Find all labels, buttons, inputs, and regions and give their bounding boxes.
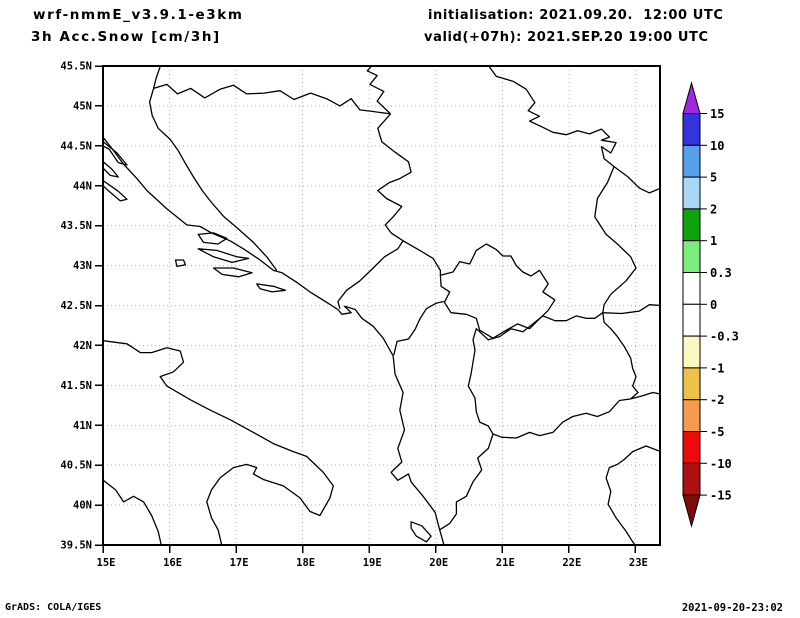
lon-tick-label: 19E — [363, 557, 382, 569]
lat-tick-label: 44.5N — [60, 140, 92, 152]
lat-tick-label: 42.5N — [60, 300, 92, 312]
outline-serbia-bulgaria-border — [594, 166, 660, 315]
colorbar-label: 15 — [710, 107, 724, 121]
lat-tick-label: 40N — [73, 500, 92, 512]
outline-kosovo-border — [439, 243, 556, 339]
outline-croatia-serbia-border — [366, 66, 391, 115]
colorbar-segment — [682, 335, 701, 369]
lat-tick-label: 43.5N — [60, 220, 92, 232]
lat-tick-label: 42N — [73, 340, 92, 352]
outline-greece-thermaic-coast — [605, 445, 660, 545]
colorbar-label: -2 — [710, 393, 724, 407]
colorbar-segment — [682, 367, 701, 401]
lat-tick-label: 41.5N — [60, 380, 92, 392]
lat-tick-label: 43N — [73, 260, 92, 272]
outline-north-macedonia-border — [467, 312, 639, 439]
outline-italy-adriatic-ionian-coast — [103, 340, 334, 545]
colorbar-segment — [682, 272, 701, 305]
colorbar-label: 0.3 — [710, 266, 732, 280]
colorbar-label: -5 — [710, 425, 724, 439]
outline-italy-tyrrhenian-coast — [103, 479, 162, 545]
lat-tick-label: 45.5N — [60, 61, 92, 73]
outline-island-hvar — [197, 248, 250, 264]
header-model-name: wrf-nmmE_v3.9.1-e3km — [33, 7, 244, 23]
colorbar-segment — [682, 431, 701, 464]
colorbar-label: 0 — [710, 298, 717, 312]
header-product-name: 3h Acc.Snow [cm/3h] — [31, 29, 221, 45]
lat-tick-label: 44N — [73, 180, 92, 192]
lon-tick-label: 23E — [629, 557, 648, 569]
colorbar-segment — [682, 240, 701, 273]
colorbar-label: 10 — [710, 139, 724, 153]
map-outlines — [103, 66, 660, 545]
colorbar-label: -10 — [710, 457, 732, 471]
outline-island-dugi-otok — [103, 180, 128, 202]
colorbar-segment — [682, 208, 701, 242]
colorbar-label: -1 — [710, 361, 724, 375]
lat-tick-label: 40.5N — [60, 460, 92, 472]
colorbar-segment — [682, 462, 701, 496]
lat-tick-label: 39.5N — [60, 540, 92, 552]
outline-drina-bosnia-serbia-border — [337, 113, 412, 309]
lon-tick-label: 22E — [562, 557, 581, 569]
colorbar — [682, 81, 707, 528]
outline-greece-albania-border — [439, 433, 494, 531]
axis-ticks — [95, 65, 637, 553]
outline-island-mljet — [256, 283, 286, 293]
outline-island-pag-b — [103, 160, 119, 178]
colorbar-label: -0.3 — [710, 330, 739, 344]
outline-adriatic-east-coast — [103, 136, 445, 545]
colorbar-label: 1 — [710, 234, 717, 248]
outline-island-vis — [174, 259, 187, 268]
colorbar-segment — [682, 113, 701, 146]
footer-timestamp: 2021-09-20-23:02 — [681, 602, 783, 614]
colorbar-segment — [682, 176, 701, 210]
plot-border — [102, 65, 661, 546]
header-valid-time: valid(+07h): 2021.SEP.20 19:00 UTC — [424, 30, 709, 45]
colorbar-arrow-bottom — [682, 494, 701, 528]
colorbar-segment — [682, 144, 701, 178]
gridlines — [103, 66, 660, 545]
colorbar-arrow-top — [682, 81, 701, 114]
outline-sava-north-border — [153, 83, 391, 115]
footer-grads-credit: GrADS: COLA/IGES — [5, 602, 102, 613]
outline-island-korcula — [212, 267, 253, 278]
outline-greece-bulgaria-border — [630, 391, 660, 400]
colorbar-label: 2 — [710, 202, 717, 216]
lon-tick-label: 18E — [296, 557, 315, 569]
outline-serbia-romania-border — [487, 66, 617, 168]
colorbar-segment — [682, 303, 701, 337]
lon-tick-label: 16E — [163, 557, 182, 569]
header-init-time: initialisation: 2021.09.20. 12:00 UTC — [428, 8, 724, 23]
outline-montenegro-serbia-border — [402, 240, 442, 276]
colorbar-segment — [682, 399, 701, 433]
outline-island-pag-a — [103, 140, 128, 166]
lon-tick-label: 15E — [97, 557, 116, 569]
lat-tick-label: 41N — [73, 420, 92, 432]
outline-una-dinaric-border — [148, 66, 278, 271]
lat-tick-label: 45N — [73, 100, 92, 112]
outline-danube-romania-bulgaria — [613, 166, 660, 194]
colorbar-label: -15 — [710, 489, 732, 503]
lon-tick-label: 21E — [496, 557, 515, 569]
colorbar-label: 5 — [710, 171, 717, 185]
outline-montenegro-albania-border — [393, 300, 444, 356]
outline-island-corfu — [410, 521, 432, 543]
lon-tick-label: 20E — [429, 557, 448, 569]
outline-island-brac — [197, 232, 228, 245]
lon-tick-label: 17E — [230, 557, 249, 569]
